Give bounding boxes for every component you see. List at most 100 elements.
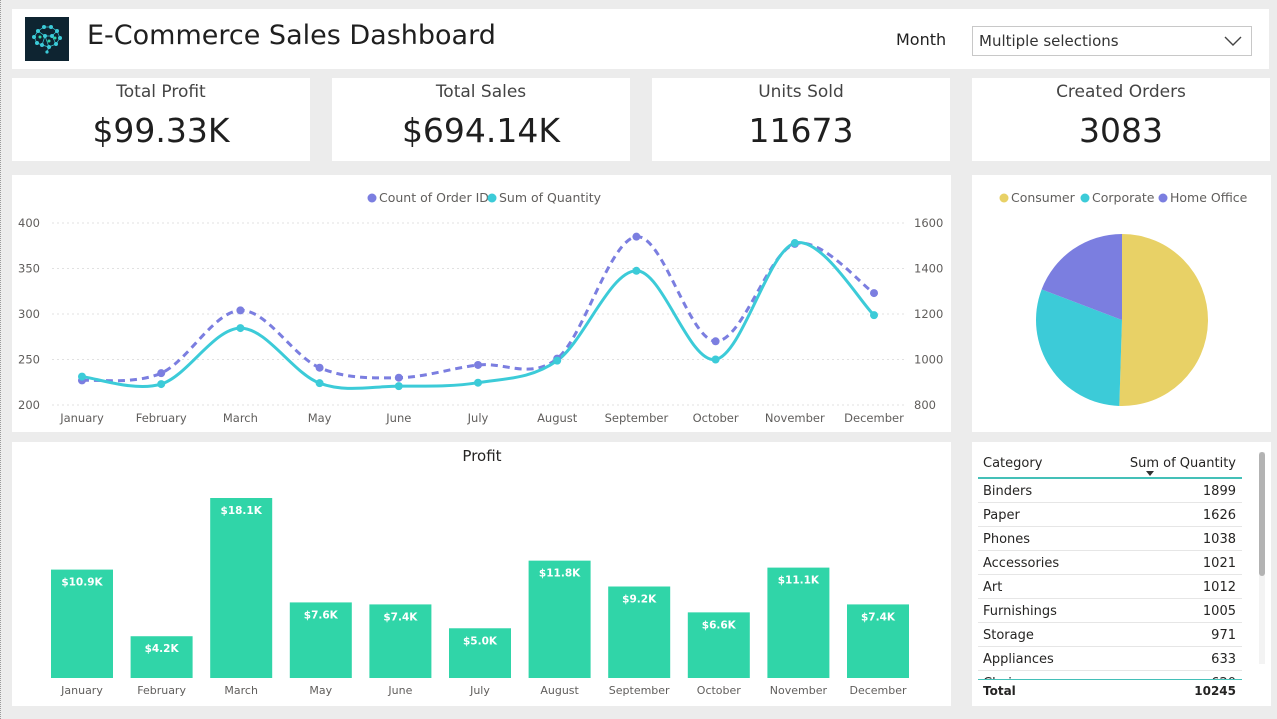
- data-point-sum-of-quantity: [632, 267, 640, 275]
- y-left-tick-label: 300: [18, 307, 40, 321]
- cell-quantity: 633: [1211, 652, 1236, 667]
- data-point-count-of-order-id: [474, 361, 482, 369]
- data-point-sum-of-quantity: [791, 239, 799, 247]
- bar-data-label: $5.0K: [463, 635, 498, 647]
- x-tick-label: November: [765, 411, 825, 425]
- data-point-count-of-order-id: [632, 233, 640, 241]
- table-row[interactable]: Art 1012: [978, 575, 1242, 599]
- x-tick-label: May: [309, 684, 332, 697]
- bar-data-label: $7.4K: [861, 611, 896, 623]
- table-row[interactable]: Storage 971: [978, 623, 1242, 647]
- x-tick-label: September: [609, 684, 670, 697]
- data-point-count-of-order-id: [870, 289, 878, 297]
- x-tick-label: June: [385, 411, 411, 425]
- x-tick-label: December: [849, 684, 907, 697]
- month-filter-value: Multiple selections: [979, 32, 1119, 50]
- page-edge: [0, 0, 2, 719]
- table-row[interactable]: Paper 1626: [978, 503, 1242, 527]
- column-header-sum-of-quantity[interactable]: Sum of Quantity: [1130, 456, 1236, 471]
- bar-data-label: $11.1K: [778, 575, 820, 587]
- kpi-label: Created Orders: [972, 82, 1270, 102]
- x-tick-label: January: [60, 684, 103, 697]
- chevron-down-icon[interactable]: [1223, 33, 1243, 49]
- data-point-count-of-order-id: [157, 369, 165, 377]
- orders-quantity-line-chart[interactable]: 200 250 300 350 400 800 1000 1200 1400 1600 Januar…: [12, 175, 951, 432]
- x-tick-label: October: [693, 411, 739, 425]
- cell-category: Furnishings: [983, 604, 1057, 619]
- x-tick-label: December: [844, 411, 904, 425]
- month-filter-dropdown[interactable]: Multiple selections: [972, 26, 1252, 56]
- bar-data-label: $11.8K: [539, 568, 581, 580]
- cell-category: Binders: [983, 484, 1032, 499]
- legend-label: Home Office: [1170, 190, 1248, 205]
- sort-descending-icon[interactable]: [1146, 471, 1154, 476]
- legend-label: Count of Order ID: [379, 190, 489, 205]
- table-row[interactable]: Accessories 1021: [978, 551, 1242, 575]
- x-tick-label: August: [537, 411, 578, 425]
- table-row[interactable]: Binders 1899: [978, 479, 1242, 503]
- data-point-count-of-order-id: [395, 374, 403, 382]
- legend-label: Corporate: [1092, 190, 1155, 205]
- line-chart-svg: 2002503003504008001000120014001600Januar…: [12, 175, 951, 432]
- x-tick-label: March: [223, 411, 258, 425]
- kpi-card-total-profit: Total Profit $99.33K: [12, 78, 310, 161]
- month-filter-label: Month: [896, 30, 946, 49]
- table-total-row: Total 10245: [978, 679, 1242, 701]
- cell-category: Accessories: [983, 556, 1059, 571]
- table-header: Category Sum of Quantity: [978, 448, 1242, 479]
- cell-category: Phones: [983, 532, 1030, 547]
- bar: [210, 498, 272, 678]
- kpi-card-units-sold: Units Sold 11673: [652, 78, 950, 161]
- legend-marker: [488, 194, 497, 203]
- kpi-card-created-orders: Created Orders 3083: [972, 78, 1270, 161]
- kpi-value: $99.33K: [12, 111, 310, 150]
- kpi-label: Total Sales: [332, 82, 630, 102]
- table-row[interactable]: Appliances 633: [978, 647, 1242, 671]
- table-row[interactable]: Phones 1038: [978, 527, 1242, 551]
- legend-marker: [368, 194, 377, 203]
- data-point-count-of-order-id: [236, 306, 244, 314]
- profit-bar-chart[interactable]: Profit $10.9K January $4.2K February $18.1K Ma…: [12, 442, 951, 706]
- data-point-sum-of-quantity: [712, 356, 720, 364]
- legend-marker: [1000, 194, 1009, 203]
- data-point-sum-of-quantity: [553, 357, 561, 365]
- kpi-card-total-sales: Total Sales $694.14K: [332, 78, 630, 161]
- x-tick-label: July: [469, 684, 490, 697]
- bar-data-label: $6.6K: [702, 619, 737, 631]
- x-tick-label: March: [224, 684, 258, 697]
- kpi-value: 3083: [972, 111, 1270, 150]
- cell-quantity: 1012: [1203, 580, 1236, 595]
- x-tick-label: August: [540, 684, 579, 697]
- cell-category: Art: [983, 580, 1002, 595]
- table-scrollbar[interactable]: [1259, 452, 1265, 664]
- data-point-sum-of-quantity: [316, 379, 324, 387]
- y-left-tick-label: 200: [18, 398, 40, 412]
- x-tick-label: November: [770, 684, 828, 697]
- bar-data-label: $4.2K: [145, 643, 180, 655]
- bar-data-label: $10.9K: [61, 577, 103, 589]
- data-point-sum-of-quantity: [157, 380, 165, 388]
- data-point-sum-of-quantity: [395, 382, 403, 390]
- bar-data-label: $7.4K: [383, 611, 418, 623]
- table: Category Sum of Quantity Binders 1899 Pape…: [978, 448, 1242, 701]
- x-tick-label: September: [605, 411, 669, 425]
- y-right-tick-label: 1400: [914, 262, 943, 276]
- total-value: 10245: [1194, 684, 1236, 698]
- column-header-category[interactable]: Category: [983, 456, 1042, 471]
- cell-quantity: 1899: [1203, 484, 1236, 499]
- y-right-tick-label: 1000: [914, 353, 943, 367]
- segment-pie-chart[interactable]: Consumer Corporate Home Office: [972, 175, 1271, 432]
- scrollbar-thumb[interactable]: [1259, 452, 1265, 576]
- legend-label: Consumer: [1011, 190, 1076, 205]
- cell-category: Storage: [983, 628, 1034, 643]
- table-row[interactable]: Chairs 620: [978, 671, 1242, 679]
- x-tick-label: June: [387, 684, 412, 697]
- pie-slice-consumer: [1119, 234, 1208, 406]
- legend-marker: [1081, 194, 1090, 203]
- kpi-label: Total Profit: [12, 82, 310, 102]
- category-quantity-table: Category Sum of Quantity Binders 1899 Pape…: [972, 442, 1271, 706]
- y-left-tick-label: 400: [18, 216, 40, 230]
- table-row[interactable]: Furnishings 1005: [978, 599, 1242, 623]
- cell-quantity: 1021: [1203, 556, 1236, 571]
- pie-chart-svg: Consumer Corporate Home Office: [972, 175, 1271, 432]
